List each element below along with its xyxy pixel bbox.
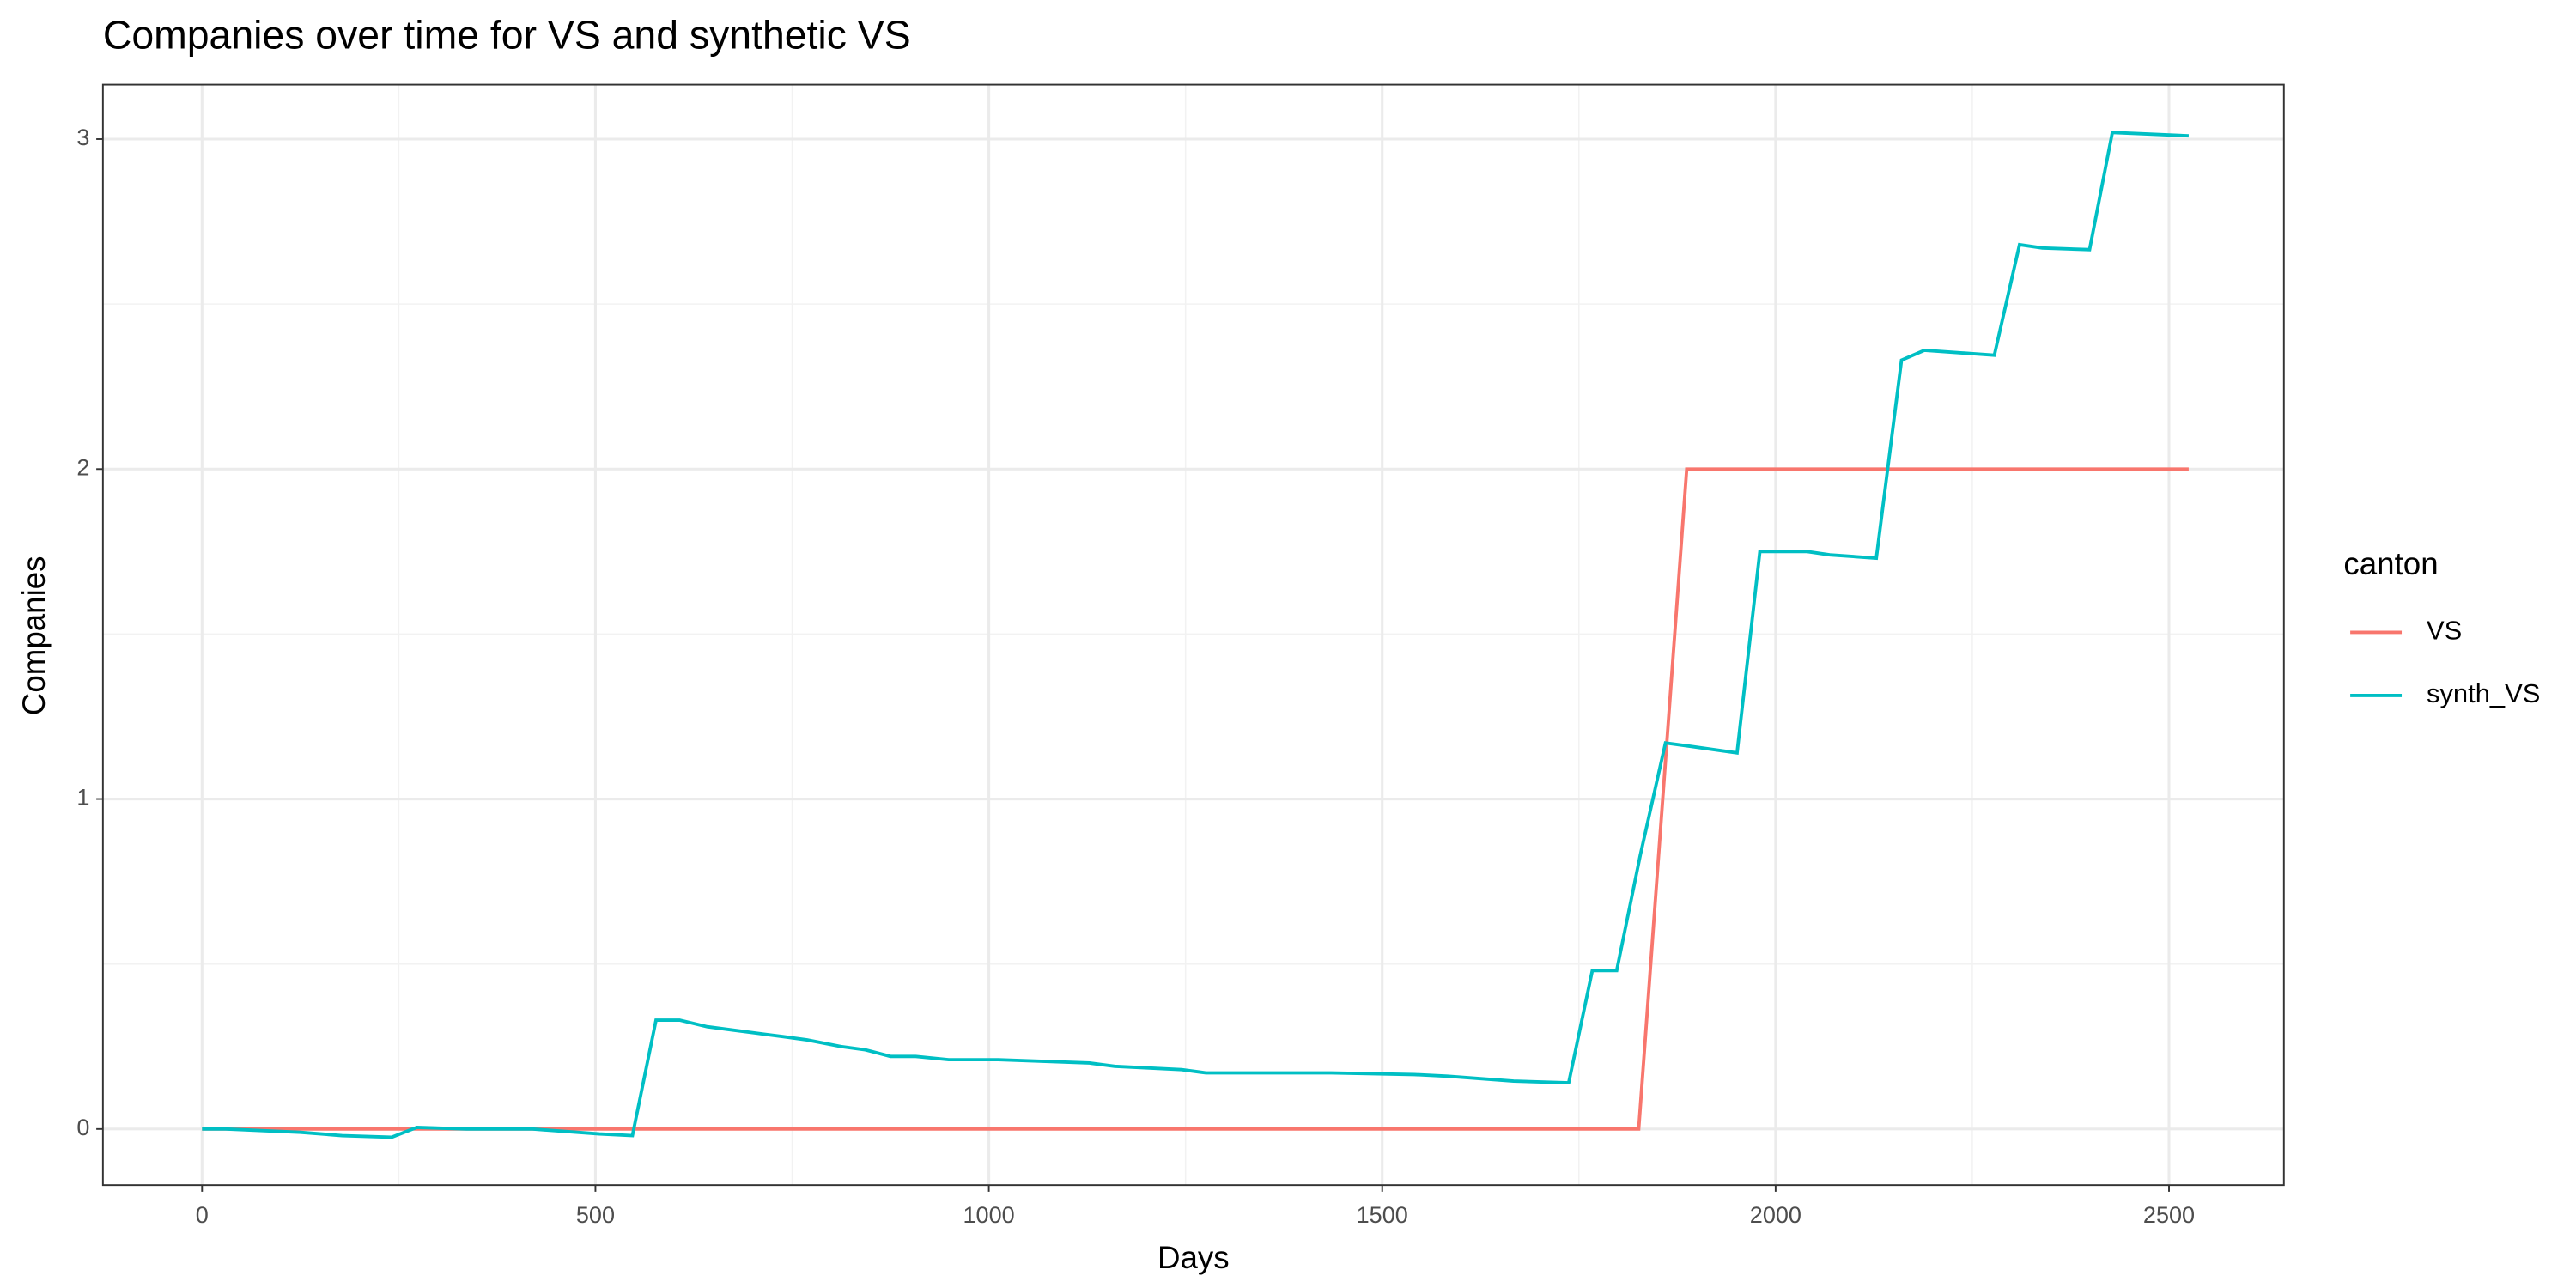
y-tick-label: 2 — [76, 454, 89, 480]
y-tick-label: 0 — [76, 1115, 89, 1140]
panel-border — [101, 83, 2285, 1187]
y-tick-label: 1 — [76, 785, 89, 811]
x-tick-label: 500 — [576, 1202, 615, 1228]
chart-title: Companies over time for VS and synthetic… — [103, 13, 911, 58]
legend-label: VS — [2427, 616, 2462, 646]
x-tick-label: 2000 — [1750, 1202, 1801, 1228]
x-axis-title: Days — [1157, 1240, 1230, 1275]
y-tick-label: 3 — [76, 125, 89, 150]
y-axis-title: Companies — [16, 556, 52, 715]
x-tick-label: 1500 — [1357, 1202, 1408, 1228]
data-line — [202, 131, 2190, 1139]
data-line — [202, 467, 2189, 1131]
x-tick-label: 0 — [196, 1202, 209, 1228]
legend-title: canton — [2343, 546, 2438, 581]
legend-label: synth_VS — [2427, 678, 2540, 708]
x-tick-label: 2500 — [2143, 1202, 2195, 1228]
x-tick-label: 1000 — [963, 1202, 1014, 1228]
